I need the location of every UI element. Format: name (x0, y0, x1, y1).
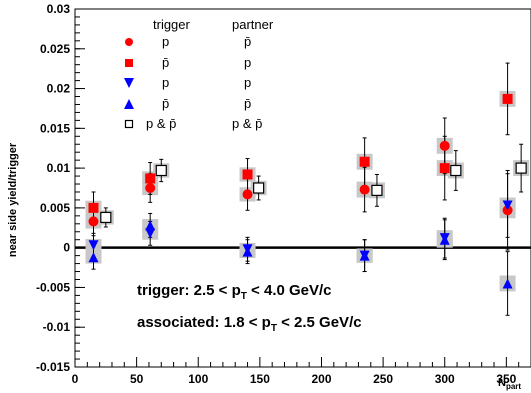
x-tick-label: 250 (373, 372, 393, 386)
data-point-open-square (371, 184, 383, 196)
x-tick-label: 200 (311, 372, 331, 386)
data-point-open-square (253, 182, 265, 194)
legend-header-trigger: trigger (153, 17, 191, 32)
legend-marker (124, 99, 134, 109)
legend-partner-label: p̄ (244, 96, 251, 111)
x-tick-label: 100 (188, 372, 208, 386)
data-point-circle (359, 184, 370, 195)
data-point-open-square (515, 162, 527, 174)
axis-ticks (74, 8, 520, 368)
legend-partner-label: p (244, 75, 251, 90)
data-point-open-square (100, 211, 112, 224)
data-point-triangle-up (145, 220, 156, 231)
data-point-triangle-up (88, 252, 99, 263)
y-tick-label: 0.03 (47, 2, 71, 16)
data-point-square (88, 202, 99, 213)
y-tick-label: 0.005 (40, 201, 70, 215)
data-point-open-square (450, 164, 462, 177)
y-tick-label: 0 (63, 241, 70, 255)
axis-tick-labels: -0.015 -0.01 -0.005 0 0.005 0.01 0.015 0.02 0.02… (36, 2, 517, 386)
y-tick-label: -0.015 (36, 360, 70, 374)
data-point-triangle-down (502, 200, 513, 211)
legend-partner-label: p̄ (244, 34, 251, 49)
legend-marker (125, 59, 133, 67)
x-tick-label: 150 (250, 372, 270, 386)
legend-marker (124, 119, 134, 129)
legend-trigger-label: p̄ (162, 96, 169, 111)
trigger-pt-range: trigger: 2.5 < pT < 4.0 GeV/c (137, 282, 332, 302)
legend: trigger partner p p̄p̄ pp pp̄ p̄p & p̄ p & p̄ (124, 17, 274, 131)
data-point-square (502, 93, 513, 104)
legend-trigger-label: p & p̄ (146, 116, 176, 131)
data-point-square (145, 173, 156, 184)
associated-pt-range: associated: 1.8 < pT < 2.5 GeV/c (137, 314, 362, 334)
y-tick-label: -0.005 (36, 280, 70, 294)
legend-marker (124, 78, 134, 88)
data-point-triangle-up (439, 234, 450, 245)
data-point-triangle-up (359, 250, 370, 261)
x-tick-label: 0 (72, 372, 79, 386)
data-point-triangle-up (242, 246, 253, 257)
legend-trigger-label: p (162, 34, 169, 49)
x-tick-label: 300 (435, 372, 455, 386)
data-point-triangle-down (88, 240, 99, 251)
data-point-square (359, 156, 370, 167)
y-tick-label: 0.025 (40, 42, 70, 56)
legend-marker (125, 38, 133, 46)
data-point-circle (439, 140, 450, 151)
legend-partner-label: p & p̄ (232, 116, 262, 131)
data-point-circle (88, 216, 99, 227)
y-axis-title: near side yield/trigger (7, 142, 19, 257)
data-point-circle (242, 189, 253, 200)
plot-frame (74, 8, 531, 368)
data-point-circle (145, 183, 156, 193)
legend-partner-label: p (244, 55, 251, 70)
x-tick-label: 350 (496, 372, 516, 386)
y-tick-label: 0.01 (47, 161, 71, 175)
legend-trigger-label: p (162, 75, 169, 90)
data-point-square (242, 169, 253, 180)
data-point-triangle-up (502, 278, 513, 289)
y-tick-label: 0.02 (47, 82, 71, 96)
legend-trigger-label: p̄ (162, 55, 169, 70)
y-tick-label: -0.01 (43, 320, 71, 334)
x-tick-label: 50 (130, 372, 144, 386)
data-point-open-square (155, 164, 167, 177)
data-point-triangle-down (145, 228, 156, 239)
data-markers (88, 93, 527, 289)
y-tick-label: 0.015 (40, 121, 70, 135)
legend-header-partner: partner (232, 17, 274, 32)
data-point-square (439, 163, 450, 174)
legend-rows: p p̄p̄ pp pp̄ p̄p & p̄ p & p̄ (124, 34, 262, 131)
